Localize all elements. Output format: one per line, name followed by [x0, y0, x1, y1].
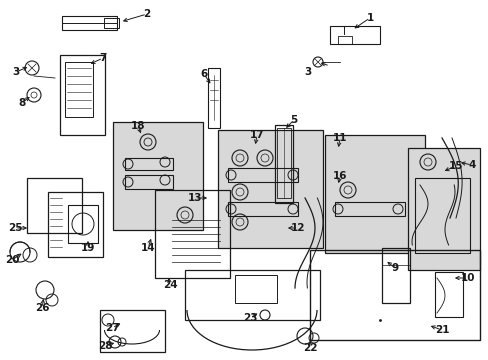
Text: 1: 1 — [366, 13, 373, 23]
Bar — [329, 26, 379, 44]
Bar — [48, 192, 103, 257]
Text: 25: 25 — [8, 223, 22, 233]
Text: 21: 21 — [434, 325, 448, 335]
Bar — [184, 270, 319, 320]
Text: 23: 23 — [242, 313, 257, 323]
Bar — [309, 250, 479, 340]
Text: 14: 14 — [141, 243, 155, 253]
Bar — [227, 168, 297, 182]
Bar — [155, 190, 229, 278]
Text: 19: 19 — [81, 243, 95, 253]
Bar — [125, 158, 173, 170]
Text: 4: 4 — [468, 160, 475, 170]
Text: 8: 8 — [19, 98, 25, 108]
Text: 22: 22 — [302, 343, 317, 353]
Bar — [381, 248, 409, 303]
Bar — [334, 202, 404, 216]
Bar — [27, 178, 82, 233]
Bar — [276, 128, 290, 198]
Text: 9: 9 — [390, 263, 398, 273]
Text: 13: 13 — [187, 193, 202, 203]
Bar — [218, 130, 323, 248]
Bar — [68, 205, 98, 243]
Bar — [125, 175, 173, 189]
Bar — [434, 272, 462, 317]
Text: 15: 15 — [448, 161, 462, 171]
Bar — [407, 148, 479, 270]
Bar — [325, 135, 424, 253]
Text: 10: 10 — [460, 273, 474, 283]
Bar — [62, 16, 117, 30]
Bar — [274, 125, 292, 203]
Text: 2: 2 — [143, 9, 150, 19]
Text: 24: 24 — [163, 280, 177, 290]
Text: 18: 18 — [130, 121, 145, 131]
Bar — [65, 62, 93, 117]
Text: 5: 5 — [290, 115, 297, 125]
Bar — [207, 68, 220, 128]
Text: 27: 27 — [104, 323, 119, 333]
Text: 3: 3 — [304, 67, 311, 77]
Text: 11: 11 — [332, 133, 346, 143]
Text: 17: 17 — [249, 130, 264, 140]
Text: 12: 12 — [290, 223, 305, 233]
Bar — [104, 18, 119, 28]
Bar — [100, 310, 164, 352]
Bar — [337, 36, 351, 44]
Bar — [60, 55, 105, 135]
Text: 6: 6 — [200, 69, 207, 79]
Text: 7: 7 — [99, 53, 106, 63]
Bar — [227, 202, 297, 216]
Text: 28: 28 — [98, 341, 112, 351]
Bar — [113, 122, 203, 230]
Bar — [414, 178, 469, 253]
Text: 20: 20 — [5, 255, 19, 265]
Text: 16: 16 — [332, 171, 346, 181]
Text: 3: 3 — [12, 67, 20, 77]
Bar — [235, 275, 276, 303]
Text: 26: 26 — [35, 303, 49, 313]
